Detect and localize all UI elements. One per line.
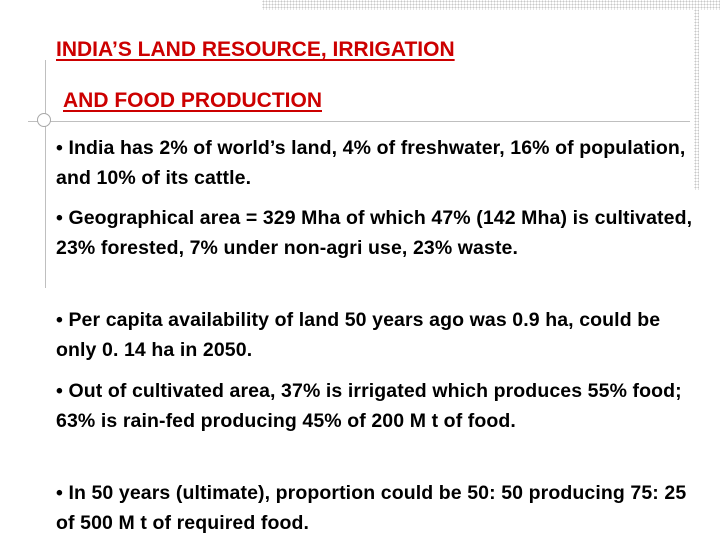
slide-title-line-1: INDIA’S LAND RESOURCE, IRRIGATION	[56, 38, 455, 61]
bullet-per-capita-land: • Per capita availability of land 50 yea…	[56, 309, 661, 361]
bullet-future-proportion: • In 50 years (ultimate), proportion cou…	[56, 482, 687, 534]
dotted-vertical-decoration	[694, 0, 699, 190]
bullet-irrigated-area: • Out of cultivated area, 37% is irrigat…	[56, 380, 682, 432]
dotted-band-decoration	[262, 0, 720, 10]
left-vertical-rule	[45, 60, 46, 288]
horizontal-rule	[28, 121, 690, 122]
bullet-land-share: • India has 2% of world’s land, 4% of fr…	[56, 137, 686, 189]
bullet-geographical-area: • Geographical area = 329 Mha of which 4…	[56, 207, 693, 259]
circle-ornament-icon	[37, 113, 51, 127]
slide-title-line-2: AND FOOD PRODUCTION	[63, 89, 322, 112]
